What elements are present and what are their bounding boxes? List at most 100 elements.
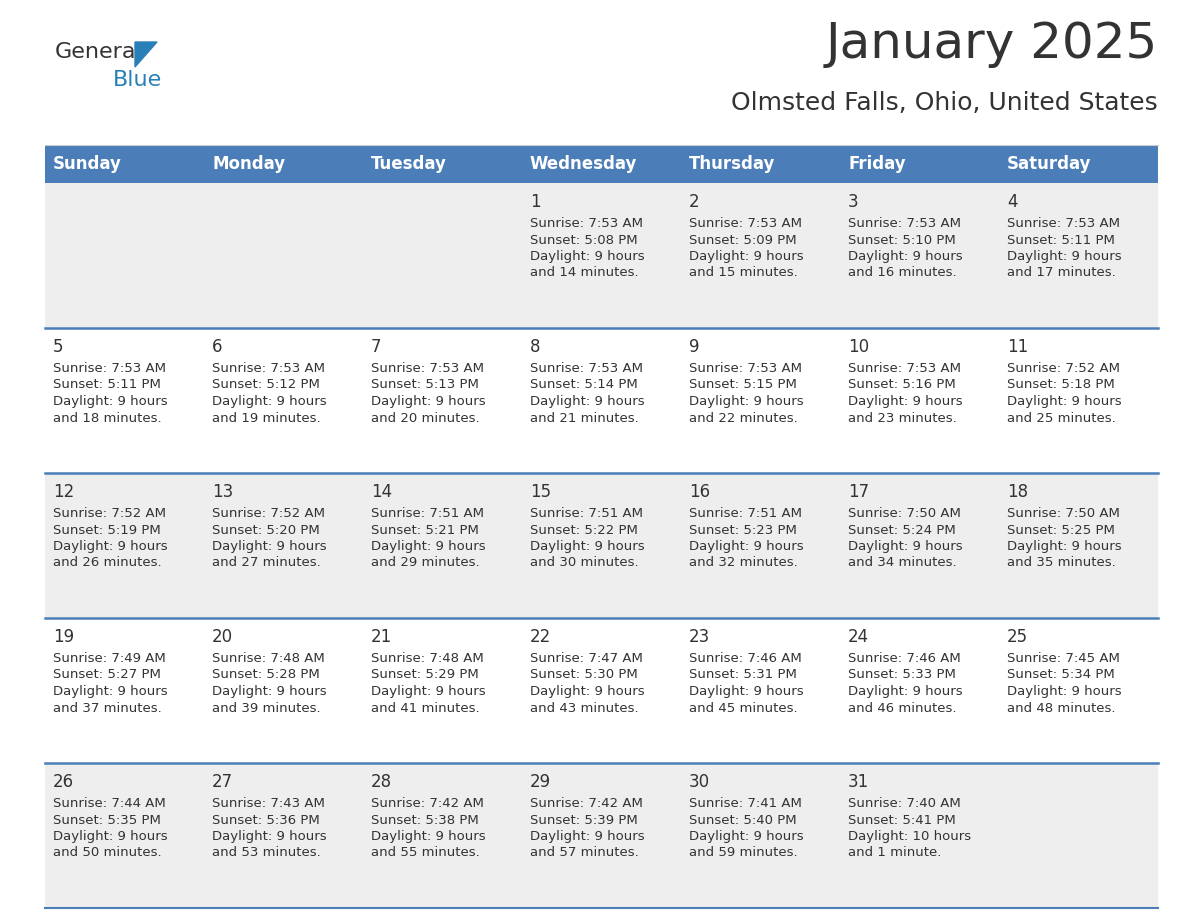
Text: Daylight: 9 hours: Daylight: 9 hours	[848, 685, 962, 698]
Text: Sunrise: 7:42 AM: Sunrise: 7:42 AM	[371, 797, 484, 810]
Text: Daylight: 9 hours: Daylight: 9 hours	[371, 830, 486, 843]
Text: 16: 16	[689, 483, 710, 501]
Text: 21: 21	[371, 628, 392, 646]
Text: Sunset: 5:27 PM: Sunset: 5:27 PM	[53, 668, 160, 681]
Text: Sunrise: 7:52 AM: Sunrise: 7:52 AM	[53, 507, 166, 520]
Text: Sunset: 5:15 PM: Sunset: 5:15 PM	[689, 378, 797, 391]
Text: Daylight: 9 hours: Daylight: 9 hours	[530, 540, 645, 553]
Text: Daylight: 9 hours: Daylight: 9 hours	[1007, 250, 1121, 263]
Text: Sunrise: 7:53 AM: Sunrise: 7:53 AM	[1007, 217, 1120, 230]
Text: 29: 29	[530, 773, 551, 791]
Text: and 27 minutes.: and 27 minutes.	[211, 556, 321, 569]
Text: Sunrise: 7:52 AM: Sunrise: 7:52 AM	[1007, 362, 1120, 375]
Text: and 59 minutes.: and 59 minutes.	[689, 846, 797, 859]
Text: Sunrise: 7:48 AM: Sunrise: 7:48 AM	[211, 652, 324, 665]
Text: and 21 minutes.: and 21 minutes.	[530, 411, 639, 424]
Text: Sunrise: 7:53 AM: Sunrise: 7:53 AM	[211, 362, 326, 375]
Text: Daylight: 9 hours: Daylight: 9 hours	[689, 395, 803, 408]
Text: 18: 18	[1007, 483, 1028, 501]
Text: 26: 26	[53, 773, 74, 791]
Text: Sunset: 5:13 PM: Sunset: 5:13 PM	[371, 378, 479, 391]
Text: 20: 20	[211, 628, 233, 646]
Text: Monday: Monday	[211, 155, 285, 173]
Text: Daylight: 9 hours: Daylight: 9 hours	[848, 395, 962, 408]
Text: and 25 minutes.: and 25 minutes.	[1007, 411, 1116, 424]
Text: 15: 15	[530, 483, 551, 501]
Text: Sunrise: 7:46 AM: Sunrise: 7:46 AM	[689, 652, 802, 665]
Text: Sunrise: 7:51 AM: Sunrise: 7:51 AM	[371, 507, 484, 520]
Text: Sunrise: 7:40 AM: Sunrise: 7:40 AM	[848, 797, 961, 810]
Bar	[45, 183, 1158, 328]
Text: Sunset: 5:09 PM: Sunset: 5:09 PM	[689, 233, 797, 247]
Text: and 16 minutes.: and 16 minutes.	[848, 266, 956, 279]
Text: Sunrise: 7:53 AM: Sunrise: 7:53 AM	[848, 362, 961, 375]
Text: and 15 minutes.: and 15 minutes.	[689, 266, 798, 279]
Text: Daylight: 10 hours: Daylight: 10 hours	[848, 830, 971, 843]
Text: Daylight: 9 hours: Daylight: 9 hours	[211, 685, 327, 698]
Text: 4: 4	[1007, 193, 1017, 211]
Text: Daylight: 9 hours: Daylight: 9 hours	[530, 250, 645, 263]
Text: Daylight: 9 hours: Daylight: 9 hours	[689, 540, 803, 553]
Text: and 34 minutes.: and 34 minutes.	[848, 556, 956, 569]
Text: Sunset: 5:18 PM: Sunset: 5:18 PM	[1007, 378, 1114, 391]
Text: Daylight: 9 hours: Daylight: 9 hours	[53, 685, 168, 698]
Text: and 32 minutes.: and 32 minutes.	[689, 556, 798, 569]
Text: Sunset: 5:21 PM: Sunset: 5:21 PM	[371, 523, 479, 536]
Text: Sunset: 5:16 PM: Sunset: 5:16 PM	[848, 378, 956, 391]
Text: and 50 minutes.: and 50 minutes.	[53, 846, 162, 859]
Text: 17: 17	[848, 483, 870, 501]
Text: and 30 minutes.: and 30 minutes.	[530, 556, 639, 569]
Text: Friday: Friday	[848, 155, 905, 173]
Text: Thursday: Thursday	[689, 155, 776, 173]
Text: General: General	[55, 42, 143, 62]
Text: Daylight: 9 hours: Daylight: 9 hours	[1007, 685, 1121, 698]
Text: and 22 minutes.: and 22 minutes.	[689, 411, 798, 424]
Text: Sunset: 5:41 PM: Sunset: 5:41 PM	[848, 813, 956, 826]
Text: January 2025: January 2025	[826, 20, 1158, 68]
Text: Sunrise: 7:53 AM: Sunrise: 7:53 AM	[848, 217, 961, 230]
Text: 30: 30	[689, 773, 710, 791]
Bar	[45, 618, 1158, 763]
Text: Sunset: 5:35 PM: Sunset: 5:35 PM	[53, 813, 160, 826]
Text: 19: 19	[53, 628, 74, 646]
Text: Sunset: 5:33 PM: Sunset: 5:33 PM	[848, 668, 956, 681]
Text: Daylight: 9 hours: Daylight: 9 hours	[371, 395, 486, 408]
Text: Sunset: 5:14 PM: Sunset: 5:14 PM	[530, 378, 638, 391]
Text: Daylight: 9 hours: Daylight: 9 hours	[689, 685, 803, 698]
Text: Daylight: 9 hours: Daylight: 9 hours	[689, 250, 803, 263]
Text: Sunset: 5:20 PM: Sunset: 5:20 PM	[211, 523, 320, 536]
Text: Sunset: 5:23 PM: Sunset: 5:23 PM	[689, 523, 797, 536]
Text: 12: 12	[53, 483, 74, 501]
Bar	[45, 473, 1158, 618]
Text: 23: 23	[689, 628, 710, 646]
Text: 5: 5	[53, 338, 63, 356]
Text: Sunrise: 7:53 AM: Sunrise: 7:53 AM	[689, 217, 802, 230]
Text: Daylight: 9 hours: Daylight: 9 hours	[1007, 395, 1121, 408]
Text: Daylight: 9 hours: Daylight: 9 hours	[211, 830, 327, 843]
Text: 27: 27	[211, 773, 233, 791]
Text: and 17 minutes.: and 17 minutes.	[1007, 266, 1116, 279]
Text: and 41 minutes.: and 41 minutes.	[371, 701, 480, 714]
Text: 7: 7	[371, 338, 381, 356]
Text: Sunrise: 7:53 AM: Sunrise: 7:53 AM	[371, 362, 484, 375]
Text: Sunrise: 7:52 AM: Sunrise: 7:52 AM	[211, 507, 326, 520]
Text: Sunset: 5:19 PM: Sunset: 5:19 PM	[53, 523, 160, 536]
Text: Daylight: 9 hours: Daylight: 9 hours	[689, 830, 803, 843]
Text: Sunrise: 7:53 AM: Sunrise: 7:53 AM	[530, 217, 643, 230]
Text: and 20 minutes.: and 20 minutes.	[371, 411, 480, 424]
Text: Daylight: 9 hours: Daylight: 9 hours	[211, 395, 327, 408]
Text: Olmsted Falls, Ohio, United States: Olmsted Falls, Ohio, United States	[732, 91, 1158, 115]
Text: Sunset: 5:34 PM: Sunset: 5:34 PM	[1007, 668, 1114, 681]
Text: Sunrise: 7:53 AM: Sunrise: 7:53 AM	[53, 362, 166, 375]
Text: Sunrise: 7:51 AM: Sunrise: 7:51 AM	[530, 507, 643, 520]
Text: 8: 8	[530, 338, 541, 356]
Bar	[45, 763, 1158, 908]
Text: Daylight: 9 hours: Daylight: 9 hours	[371, 685, 486, 698]
Text: Sunset: 5:36 PM: Sunset: 5:36 PM	[211, 813, 320, 826]
Text: and 37 minutes.: and 37 minutes.	[53, 701, 162, 714]
Text: Sunset: 5:28 PM: Sunset: 5:28 PM	[211, 668, 320, 681]
Text: Sunrise: 7:51 AM: Sunrise: 7:51 AM	[689, 507, 802, 520]
Text: Sunset: 5:24 PM: Sunset: 5:24 PM	[848, 523, 956, 536]
Text: 3: 3	[848, 193, 859, 211]
Text: and 53 minutes.: and 53 minutes.	[211, 846, 321, 859]
